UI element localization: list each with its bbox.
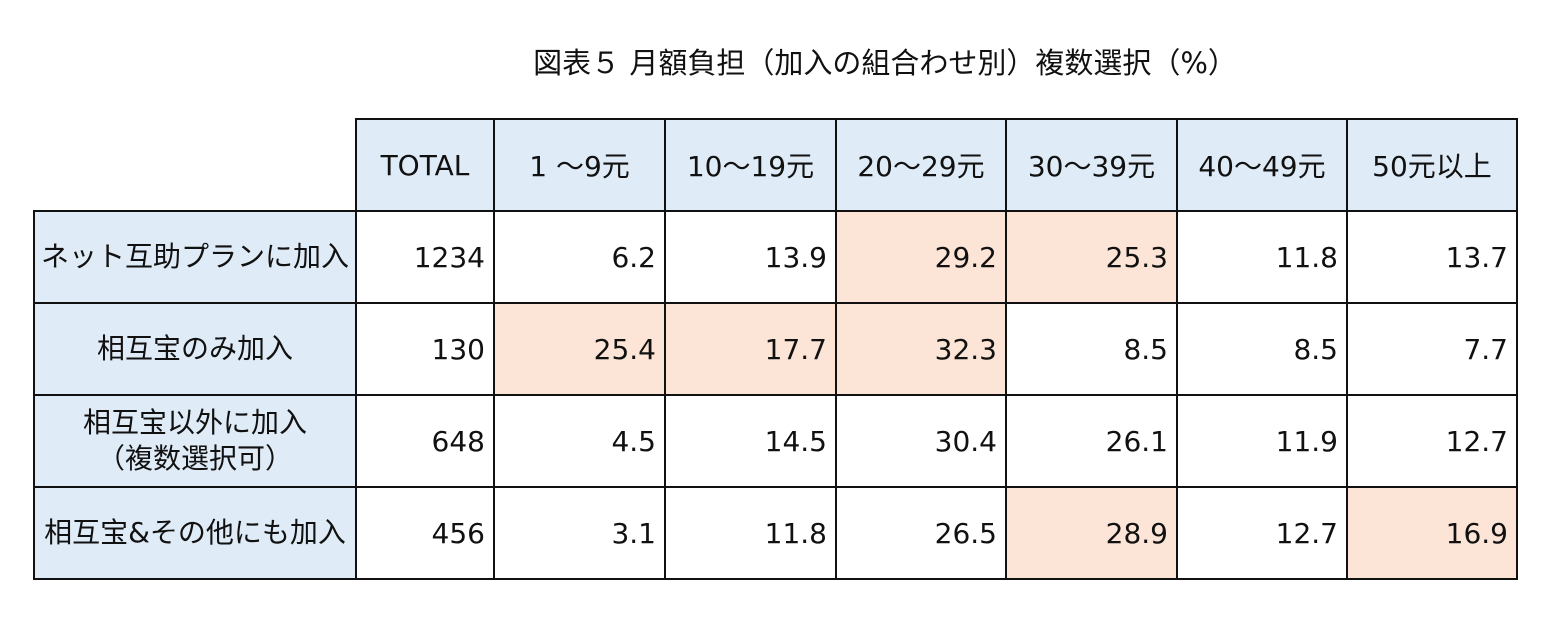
- cell: 13.7: [1346, 210, 1518, 304]
- row: 相互宝のみ加入 130 25.4 17.7 32.3 8.5 8.5 7.7: [33, 302, 1518, 396]
- row-label: 相互宝のみ加入: [33, 302, 357, 396]
- cell: 13.9: [664, 210, 837, 304]
- cell: 25.3: [1005, 210, 1178, 304]
- cell: 130: [355, 302, 495, 396]
- cell: 11.8: [664, 486, 837, 580]
- row-label: 相互宝&その他にも加入: [33, 486, 357, 580]
- cell: 8.5: [1005, 302, 1178, 396]
- cell: 25.4: [493, 302, 666, 396]
- cell: 456: [355, 486, 495, 580]
- header-cell: TOTAL: [355, 118, 495, 212]
- row: ネット互助プランに加入 1234 6.2 13.9 29.2 25.3 11.8 13.7: [33, 210, 1518, 304]
- cell: 11.9: [1176, 394, 1348, 488]
- table: TOTAL 1 ～9元 10～19元 20～29元 30～39元 40～49元 50元以上ネ…: [33, 118, 1518, 580]
- row-label: ネット互助プランに加入: [33, 210, 357, 304]
- cell: 30.4: [835, 394, 1007, 488]
- cell: 17.7: [664, 302, 837, 396]
- cell: 11.8: [1176, 210, 1348, 304]
- row-label-line: （複数選択可）: [96, 442, 293, 475]
- cell: 28.9: [1005, 486, 1178, 580]
- cell: 32.3: [835, 302, 1007, 396]
- cell: 14.5: [664, 394, 837, 488]
- row-label-line: 相互宝&その他にも加入: [44, 515, 346, 549]
- header-cell: 10～19元: [664, 118, 837, 212]
- row-label-line: 相互宝のみ加入: [96, 331, 293, 365]
- header-cell: 40～49元: [1176, 118, 1348, 212]
- row-label-line: ネット互助プランに加入: [40, 239, 349, 273]
- row-label-line: 相互宝以外に加入: [82, 405, 307, 439]
- title: 図表５ 月額負担（加入の組合わせ別）複数選択（%）: [533, 46, 1237, 80]
- cell: 16.9: [1346, 486, 1518, 580]
- cell: 8.5: [1176, 302, 1348, 396]
- cell: 12.7: [1346, 394, 1518, 488]
- cell: 7.7: [1346, 302, 1518, 396]
- corner: [34, 119, 356, 211]
- row: 相互宝&その他にも加入 456 3.1 11.8 26.5 28.9 12.7 16.9: [33, 486, 1518, 580]
- header-cell: 30～39元: [1005, 118, 1178, 212]
- cell: 12.7: [1176, 486, 1348, 580]
- cell: 4.5: [493, 394, 666, 488]
- cell: 26.1: [1005, 394, 1178, 488]
- header-cell: 1 ～9元: [493, 118, 666, 212]
- header-cell: 50元以上: [1346, 118, 1518, 212]
- row-label: 相互宝以外に加入 （複数選択可）: [33, 394, 357, 488]
- cell: 1234: [355, 210, 495, 304]
- cell: 648: [355, 394, 495, 488]
- header-row: TOTAL 1 ～9元 10～19元 20～29元 30～39元 40～49元 50元以上: [34, 118, 1518, 212]
- header-cell: 20～29元: [835, 118, 1007, 212]
- cell: 26.5: [835, 486, 1007, 580]
- row: 相互宝以外に加入 （複数選択可） 648 4.5 14.5 30.4 26.1 11.9 12.…: [33, 394, 1518, 488]
- cell: 6.2: [493, 210, 666, 304]
- cell: 29.2: [835, 210, 1007, 304]
- cell: 3.1: [493, 486, 666, 580]
